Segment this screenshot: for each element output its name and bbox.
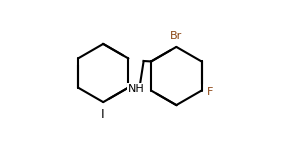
Text: F: F [207,87,214,97]
Text: I: I [101,108,104,121]
Text: Br: Br [170,31,183,41]
Text: NH: NH [128,84,145,94]
